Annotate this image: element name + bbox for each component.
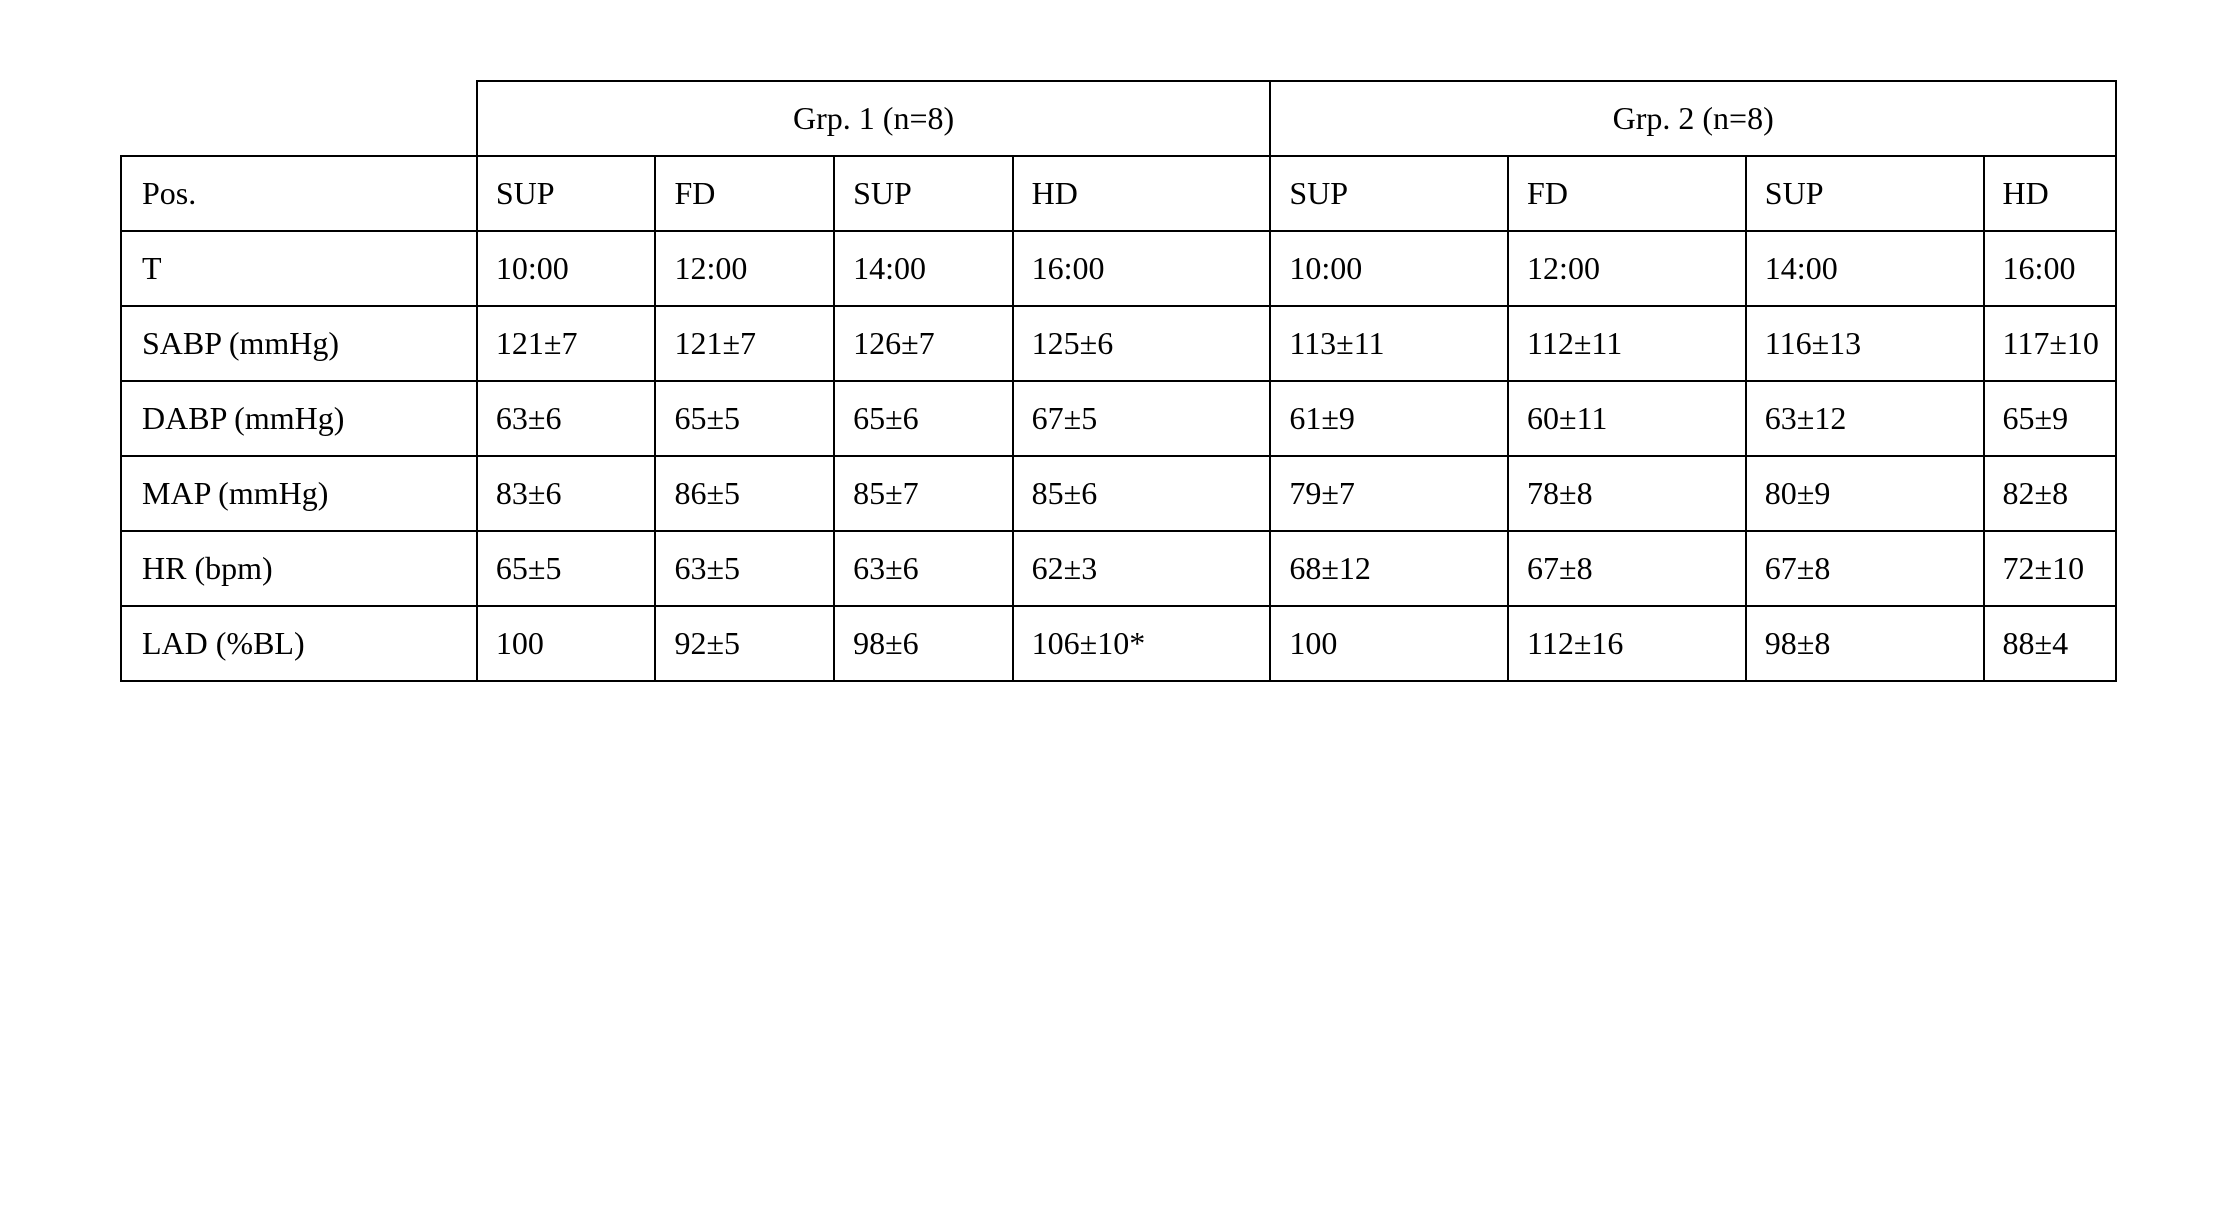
table-cell: HD — [1984, 156, 2116, 231]
blank-corner-cell — [121, 81, 477, 156]
table-cell: 85±6 — [1013, 456, 1271, 531]
table-cell: 63±6 — [477, 381, 656, 456]
table-cell: SUP — [1746, 156, 1984, 231]
table-cell: 116±13 — [1746, 306, 1984, 381]
row-label: DABP (mmHg) — [121, 381, 477, 456]
table-row: SABP (mmHg) 121±7 121±7 126±7 125±6 113±… — [121, 306, 2116, 381]
table-cell: 67±5 — [1013, 381, 1271, 456]
table-cell: 100 — [1270, 606, 1508, 681]
table-cell: 60±11 — [1508, 381, 1746, 456]
row-label: Pos. — [121, 156, 477, 231]
table-cell: 10:00 — [1270, 231, 1508, 306]
table-cell: 14:00 — [1746, 231, 1984, 306]
table-cell: 121±7 — [655, 306, 834, 381]
table-row: T 10:00 12:00 14:00 16:00 10:00 12:00 14… — [121, 231, 2116, 306]
group-header-row: Grp. 1 (n=8) Grp. 2 (n=8) — [121, 81, 2116, 156]
row-label: SABP (mmHg) — [121, 306, 477, 381]
table-cell: 92±5 — [655, 606, 834, 681]
table-row: DABP (mmHg) 63±6 65±5 65±6 67±5 61±9 60±… — [121, 381, 2116, 456]
table-cell: 121±7 — [477, 306, 656, 381]
table-cell: 61±9 — [1270, 381, 1508, 456]
table-cell: 65±5 — [655, 381, 834, 456]
table-cell: 12:00 — [655, 231, 834, 306]
table-cell: 62±3 — [1013, 531, 1271, 606]
table-cell: 65±6 — [834, 381, 1013, 456]
table-cell: 82±8 — [1984, 456, 2116, 531]
row-label: HR (bpm) — [121, 531, 477, 606]
table-cell: 67±8 — [1746, 531, 1984, 606]
table-cell: 67±8 — [1508, 531, 1746, 606]
table-cell: 86±5 — [655, 456, 834, 531]
table-cell: 117±10 — [1984, 306, 2116, 381]
table-cell: 65±9 — [1984, 381, 2116, 456]
table-cell: 126±7 — [834, 306, 1013, 381]
table-cell: 98±6 — [834, 606, 1013, 681]
group-2-header: Grp. 2 (n=8) — [1270, 81, 2116, 156]
table-cell: 83±6 — [477, 456, 656, 531]
table-cell: FD — [1508, 156, 1746, 231]
row-label: LAD (%BL) — [121, 606, 477, 681]
table-cell: 85±7 — [834, 456, 1013, 531]
table-cell: 72±10 — [1984, 531, 2116, 606]
table-cell: 65±5 — [477, 531, 656, 606]
table-cell: 125±6 — [1013, 306, 1271, 381]
table-cell: 88±4 — [1984, 606, 2116, 681]
table-cell: 112±11 — [1508, 306, 1746, 381]
table-cell: 78±8 — [1508, 456, 1746, 531]
table-cell: 79±7 — [1270, 456, 1508, 531]
data-table: Grp. 1 (n=8) Grp. 2 (n=8) Pos. SUP FD SU… — [120, 80, 2117, 682]
row-label: T — [121, 231, 477, 306]
table-cell: 113±11 — [1270, 306, 1508, 381]
table-row: MAP (mmHg) 83±6 86±5 85±7 85±6 79±7 78±8… — [121, 456, 2116, 531]
table-row: LAD (%BL) 100 92±5 98±6 106±10* 100 112±… — [121, 606, 2116, 681]
table-cell: 16:00 — [1984, 231, 2116, 306]
table-cell: 16:00 — [1013, 231, 1271, 306]
table-cell: SUP — [834, 156, 1013, 231]
table-cell: 68±12 — [1270, 531, 1508, 606]
table-row: HR (bpm) 65±5 63±5 63±6 62±3 68±12 67±8 … — [121, 531, 2116, 606]
table-cell: FD — [655, 156, 834, 231]
table-row: Pos. SUP FD SUP HD SUP FD SUP HD — [121, 156, 2116, 231]
table-cell: 10:00 — [477, 231, 656, 306]
table-cell: SUP — [1270, 156, 1508, 231]
row-label: MAP (mmHg) — [121, 456, 477, 531]
table-cell: 100 — [477, 606, 656, 681]
table-cell: SUP — [477, 156, 656, 231]
table-cell: 63±12 — [1746, 381, 1984, 456]
table-cell: 63±6 — [834, 531, 1013, 606]
group-1-header: Grp. 1 (n=8) — [477, 81, 1270, 156]
table-cell: HD — [1013, 156, 1271, 231]
table-cell: 106±10* — [1013, 606, 1271, 681]
table-cell: 80±9 — [1746, 456, 1984, 531]
table-cell: 14:00 — [834, 231, 1013, 306]
table-cell: 63±5 — [655, 531, 834, 606]
table-cell: 112±16 — [1508, 606, 1746, 681]
table-cell: 98±8 — [1746, 606, 1984, 681]
table-cell: 12:00 — [1508, 231, 1746, 306]
